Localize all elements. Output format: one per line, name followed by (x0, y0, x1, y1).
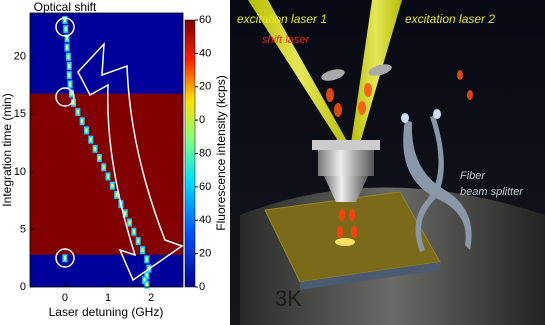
x-tick-label: 2 (148, 292, 154, 304)
colorbar-tick-label: 0 (199, 281, 205, 293)
annotations (55, 17, 184, 282)
heatmap-cell-core (143, 278, 146, 283)
colorbar-tick-label: 0 (199, 114, 205, 126)
label-temperature: 3K (275, 286, 302, 311)
label-excitation-1: excitation laser 1 (237, 12, 327, 26)
plot-frame (29, 12, 184, 288)
heatmap-cell-core (145, 257, 148, 262)
colorbar-tick-label: 20 (199, 81, 211, 93)
heatmap-cell-core (68, 63, 71, 68)
x-axis-label: Laser detuning (GHz) (49, 305, 164, 319)
x-tick-label: 0 (62, 292, 68, 304)
heatmap-cell-core (132, 229, 135, 234)
heatmap-cell-core (145, 282, 148, 287)
heatmap-cell-core (141, 248, 144, 253)
colorbar-tick-label: 20 (199, 248, 211, 260)
heatmap-cell-core (64, 27, 67, 32)
heatmap-cell-core (70, 91, 73, 96)
label-beam-splitter: beam splitter (460, 186, 524, 198)
heatmap-cell-core (66, 36, 69, 41)
heatmap-cell-core (63, 256, 66, 261)
label-fiber: Fiber (460, 170, 486, 182)
heatmap-cell-core (107, 174, 110, 179)
heatmap-cell-core (111, 183, 114, 188)
label-shift-laser: shift laser (262, 34, 310, 46)
heatmap-cell-core (124, 211, 127, 216)
colorbar-tick-label: 40 (199, 47, 211, 59)
y-tick-label: 20 (14, 51, 26, 63)
colorbar-tick-label: 40 (199, 214, 211, 226)
heatmap-cell-core (69, 82, 72, 87)
heatmap-cell-core (66, 45, 69, 50)
colorbar-label: Fluorescence intensity (kcps) (214, 75, 228, 230)
heatmap-cell-core (89, 137, 92, 142)
plot-area (29, 12, 184, 289)
y-tick-label: 0 (20, 281, 26, 293)
colorbar-tick-label: 80 (199, 147, 211, 159)
chart-title: Optical shift (34, 0, 97, 14)
heatmap-cell-core (94, 146, 97, 151)
heatmap-cell-core (76, 110, 79, 115)
heatmap-cell-core (145, 273, 148, 278)
colorbar (184, 19, 196, 288)
heatmap-cell-core (63, 17, 66, 22)
heatmap-cell-core (72, 100, 75, 105)
heatmap-cell-core (67, 54, 70, 59)
heatmap-cell-core (137, 238, 140, 243)
y-axis-label: Integration time (min) (0, 93, 14, 206)
y-tick-label: 15 (14, 108, 26, 120)
heatmap-cell-core (128, 220, 131, 225)
colorbar-tick-label: 60 (199, 14, 211, 26)
illustration: excitation laser 1 shift laser excitatio… (230, 0, 545, 325)
y-tick-label: 10 (14, 166, 26, 178)
heatmap-cell-core (98, 156, 101, 161)
heatmap-cell-core (115, 192, 118, 197)
colorbar-tick-label: 60 (199, 181, 211, 193)
x-tick-label: 1 (105, 292, 111, 304)
y-tick-label: 5 (20, 223, 26, 235)
heatmap-cell-core (102, 165, 105, 170)
heatmap-cell-core (81, 119, 84, 124)
heatmap-cell-core (85, 128, 88, 133)
heatmap-cell-core (68, 73, 71, 78)
label-excitation-2: excitation laser 2 (405, 12, 495, 26)
